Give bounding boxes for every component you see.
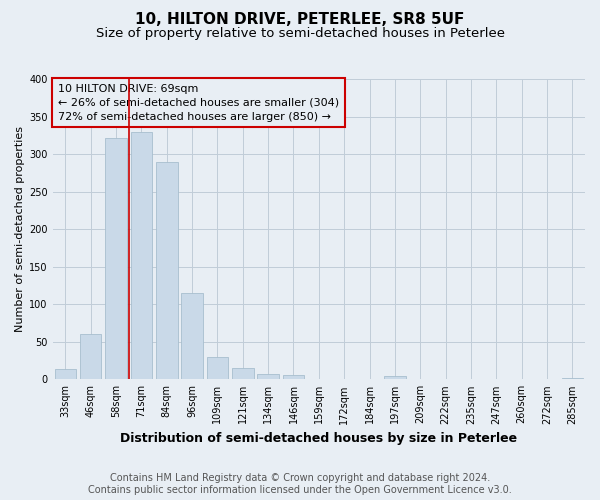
Bar <box>562 378 583 380</box>
Text: Size of property relative to semi-detached houses in Peterlee: Size of property relative to semi-detach… <box>95 28 505 40</box>
Bar <box>206 357 228 380</box>
Bar <box>283 375 304 380</box>
Y-axis label: Number of semi-detached properties: Number of semi-detached properties <box>15 126 25 332</box>
X-axis label: Distribution of semi-detached houses by size in Peterlee: Distribution of semi-detached houses by … <box>120 432 517 445</box>
Bar <box>181 293 203 380</box>
Text: 10, HILTON DRIVE, PETERLEE, SR8 5UF: 10, HILTON DRIVE, PETERLEE, SR8 5UF <box>136 12 464 28</box>
Bar <box>131 132 152 380</box>
Bar <box>384 376 406 380</box>
Bar <box>105 138 127 380</box>
Bar <box>80 334 101 380</box>
Text: 10 HILTON DRIVE: 69sqm
← 26% of semi-detached houses are smaller (304)
72% of se: 10 HILTON DRIVE: 69sqm ← 26% of semi-det… <box>58 84 339 122</box>
Text: Contains HM Land Registry data © Crown copyright and database right 2024.
Contai: Contains HM Land Registry data © Crown c… <box>88 474 512 495</box>
Bar <box>55 369 76 380</box>
Bar <box>232 368 254 380</box>
Bar <box>156 162 178 380</box>
Bar <box>257 374 279 380</box>
